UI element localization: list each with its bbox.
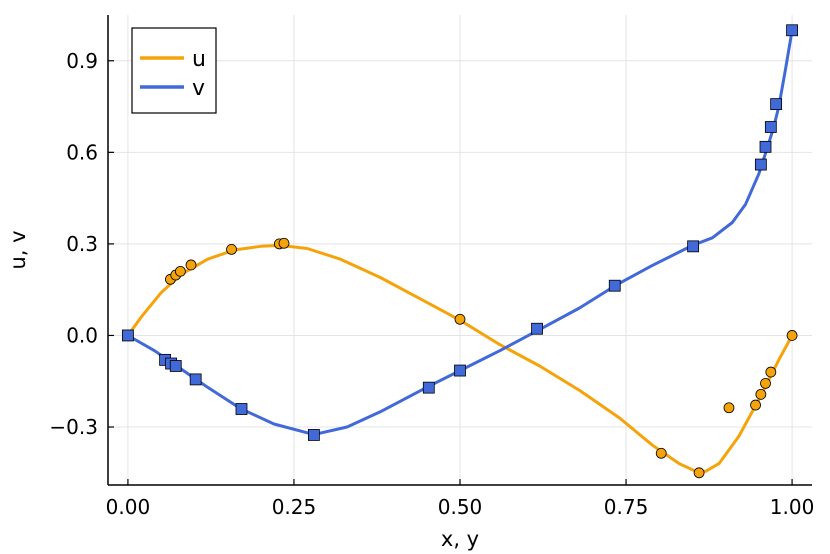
data-point-u (750, 399, 761, 411)
y-tick-label: 0.9 (66, 49, 98, 73)
x-tick-label: 0.00 (106, 495, 151, 519)
y-tick-label: 0.6 (66, 140, 98, 164)
data-point-v (687, 240, 700, 253)
x-tick-label: 0.50 (438, 495, 483, 519)
data-point-u (755, 388, 767, 400)
series-u (126, 243, 794, 473)
data-point-u (278, 237, 290, 249)
data-point-u (765, 366, 777, 378)
data-point-v (454, 364, 466, 377)
data-point-v (235, 403, 248, 415)
y-tick-label: −0.3 (49, 415, 98, 439)
data-point-v (764, 121, 777, 133)
data-point-v (189, 373, 202, 386)
series-points-v (122, 24, 798, 441)
data-point-v (608, 279, 621, 292)
data-point-v (786, 24, 798, 37)
series-points-u (165, 237, 798, 479)
data-point-v (754, 158, 767, 171)
ticks: 0.00 0.25 0.50 0.75 1.00 −0.3 0.0 0.3 0.6 0.9 (49, 49, 814, 519)
data-point-u (723, 402, 735, 414)
data-point-u (760, 377, 771, 389)
series-line-u (126, 243, 794, 473)
data-point-u (185, 259, 197, 271)
y-axis-label: u, v (6, 230, 30, 269)
data-point-v (531, 322, 543, 335)
y-tick-label: 0.0 (66, 323, 98, 347)
x-tick-label: 0.75 (604, 495, 649, 519)
data-point-v (422, 381, 435, 394)
legend: uv (131, 27, 217, 114)
x-axis-label: x, y (441, 527, 479, 551)
y-tick-label: 0.3 (66, 232, 98, 256)
data-point-u (693, 467, 705, 479)
grid (108, 15, 812, 485)
data-point-v (122, 329, 134, 342)
data-point-v (770, 98, 783, 111)
data-point-v (759, 140, 772, 153)
data-point-u (454, 313, 466, 325)
data-point-u (655, 447, 667, 459)
legend-label-u: u (192, 47, 206, 72)
x-tick-label: 1.00 (770, 495, 815, 519)
data-point-u (786, 330, 798, 341)
x-tick-label: 0.25 (272, 495, 317, 519)
series (122, 24, 798, 479)
legend-label-v: v (192, 76, 205, 101)
data-point-v (169, 360, 182, 372)
data-point-u (226, 243, 237, 255)
legend-box (131, 27, 217, 114)
data-point-v (307, 429, 320, 441)
data-point-u (174, 265, 186, 277)
